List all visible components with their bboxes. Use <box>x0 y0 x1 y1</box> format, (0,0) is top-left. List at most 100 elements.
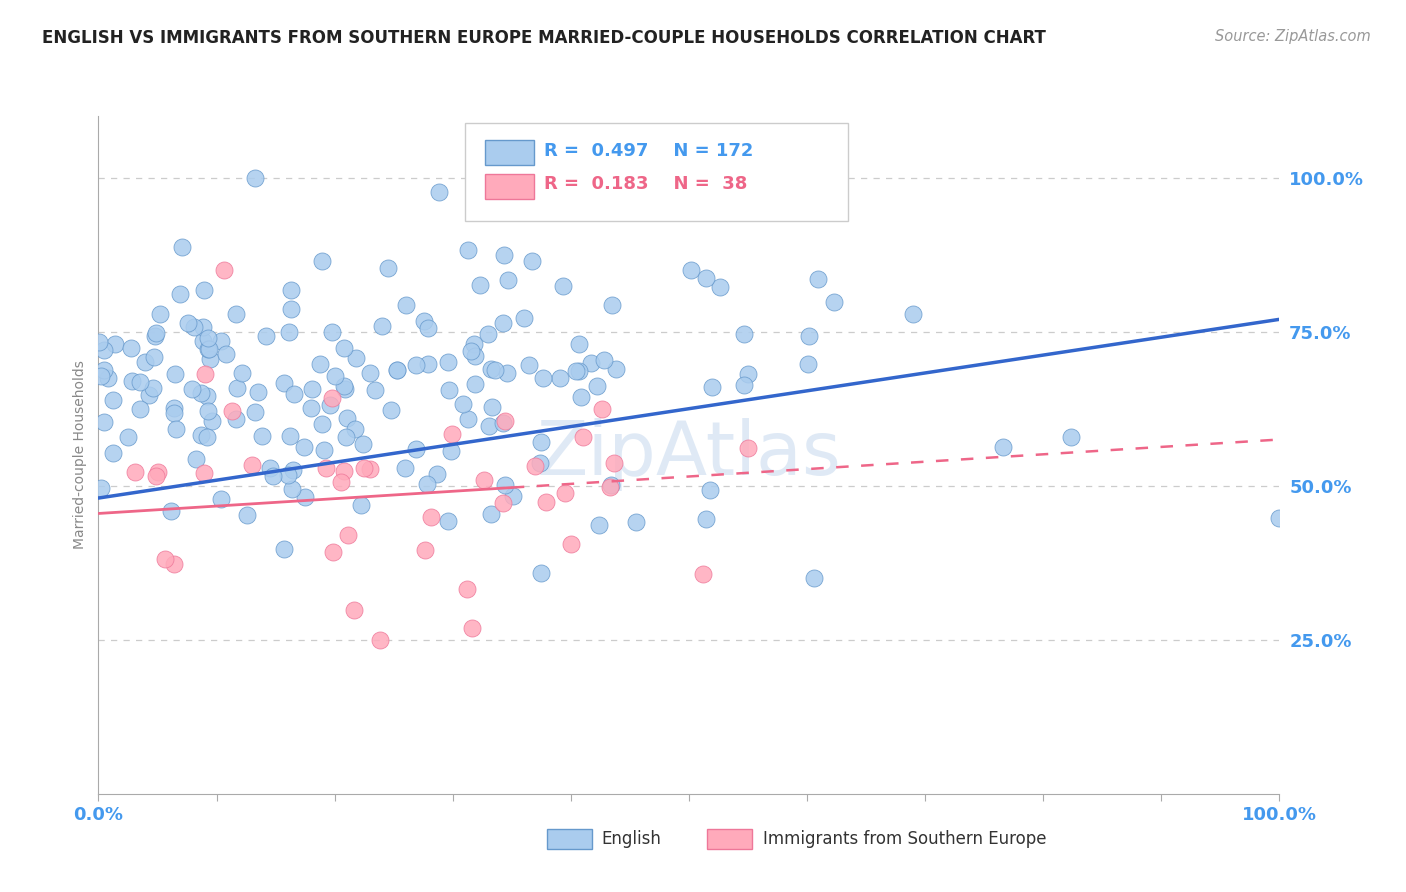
Point <box>165 422 187 436</box>
Point <box>278 429 301 443</box>
Point <box>569 390 592 404</box>
Point <box>481 401 503 415</box>
Point <box>250 428 273 442</box>
Point <box>277 325 299 339</box>
Point <box>370 319 392 334</box>
Point <box>93 343 115 357</box>
Point <box>321 391 343 405</box>
Bar <box>485 174 534 199</box>
Point <box>333 464 356 478</box>
Point <box>692 566 714 581</box>
Point <box>534 495 557 509</box>
Point <box>603 456 626 470</box>
Point <box>280 283 302 297</box>
Point <box>186 451 208 466</box>
Point <box>138 388 160 402</box>
Point <box>602 298 624 312</box>
Point <box>695 271 717 285</box>
Point <box>273 542 295 557</box>
Point <box>440 443 463 458</box>
Point <box>492 496 515 510</box>
Point <box>565 364 588 378</box>
Point <box>359 367 381 381</box>
Point <box>416 321 439 335</box>
Point <box>315 461 337 475</box>
Point <box>235 508 257 522</box>
Point <box>153 552 176 566</box>
Point <box>441 427 464 442</box>
Point <box>479 362 502 376</box>
Point <box>97 371 120 385</box>
Point <box>195 389 218 403</box>
Point <box>201 414 224 428</box>
Point <box>209 492 232 507</box>
Point <box>243 170 266 185</box>
FancyBboxPatch shape <box>464 123 848 221</box>
Point <box>322 545 344 559</box>
Point <box>343 602 366 616</box>
Point <box>494 248 516 262</box>
Point <box>416 357 439 371</box>
Point <box>225 412 247 426</box>
Point <box>344 422 367 436</box>
Point <box>197 404 219 418</box>
Point <box>385 363 408 377</box>
Point <box>681 263 703 277</box>
Point <box>531 370 554 384</box>
Point <box>176 316 198 330</box>
Y-axis label: Married-couple Households: Married-couple Households <box>73 360 87 549</box>
Point <box>104 337 127 351</box>
Point <box>162 401 184 415</box>
Point <box>626 516 648 530</box>
Point <box>333 341 356 355</box>
Point <box>165 367 187 381</box>
Point <box>353 461 375 475</box>
Point <box>395 298 418 312</box>
Point <box>991 440 1014 454</box>
Point <box>599 478 621 492</box>
Point <box>517 358 540 372</box>
Text: ZipAtlas: ZipAtlas <box>537 418 841 491</box>
Point <box>1268 510 1291 524</box>
Point <box>364 383 387 397</box>
Point <box>709 280 731 294</box>
Point <box>427 185 450 199</box>
Point <box>346 351 368 366</box>
Point <box>333 382 356 396</box>
Text: R =  0.183    N =  38: R = 0.183 N = 38 <box>544 176 747 194</box>
Point <box>292 440 315 454</box>
Point <box>803 571 825 585</box>
Point <box>273 376 295 391</box>
Point <box>797 357 820 371</box>
Point <box>311 253 333 268</box>
Point <box>163 405 186 419</box>
Point <box>387 363 409 377</box>
Point <box>901 307 924 321</box>
Point <box>149 307 172 321</box>
Point <box>502 489 524 503</box>
Point <box>142 350 165 364</box>
Point <box>823 295 845 310</box>
Point <box>120 341 142 355</box>
Point <box>733 377 755 392</box>
Point <box>259 461 281 475</box>
Point <box>225 381 247 395</box>
Point <box>496 273 519 287</box>
Point <box>579 356 602 370</box>
Point <box>477 326 499 341</box>
Point <box>299 401 322 415</box>
Point <box>240 458 263 473</box>
Point <box>312 443 335 458</box>
Point <box>181 382 204 396</box>
Point <box>231 366 253 380</box>
Point <box>457 412 479 426</box>
Point <box>554 486 576 500</box>
Point <box>437 383 460 397</box>
Point <box>359 462 381 476</box>
Point <box>330 475 353 489</box>
Point <box>190 385 212 400</box>
Point <box>377 260 399 275</box>
Point <box>183 319 205 334</box>
Point <box>460 344 482 359</box>
Point <box>479 508 502 522</box>
